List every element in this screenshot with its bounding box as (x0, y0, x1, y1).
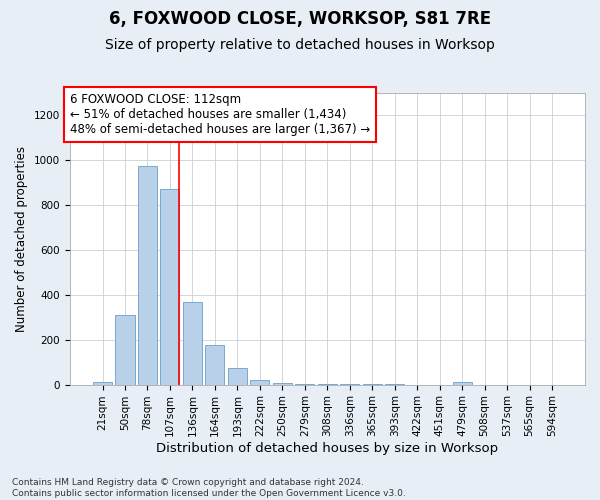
Bar (250, 380, 269, 384)
Bar (138, 166, 157, 384)
Text: 6, FOXWOOD CLOSE, WORKSOP, S81 7RE: 6, FOXWOOD CLOSE, WORKSOP, S81 7RE (109, 10, 491, 28)
Bar (273, 383, 292, 384)
Bar (205, 346, 224, 385)
Text: 6 FOXWOOD CLOSE: 112sqm
← 51% of detached houses are smaller (1,434)
48% of semi: 6 FOXWOOD CLOSE: 112sqm ← 51% of detache… (70, 93, 370, 136)
Bar (160, 190, 179, 384)
Bar (183, 302, 202, 384)
Bar (115, 315, 134, 384)
Y-axis label: Number of detached properties: Number of detached properties (15, 146, 28, 332)
Text: Contains HM Land Registry data © Crown copyright and database right 2024.
Contai: Contains HM Land Registry data © Crown c… (12, 478, 406, 498)
Text: Size of property relative to detached houses in Worksop: Size of property relative to detached ho… (105, 38, 495, 52)
Bar (228, 368, 247, 384)
Bar (452, 382, 472, 384)
X-axis label: Distribution of detached houses by size in Worksop: Distribution of detached houses by size … (156, 442, 499, 455)
Bar (93, 382, 112, 384)
